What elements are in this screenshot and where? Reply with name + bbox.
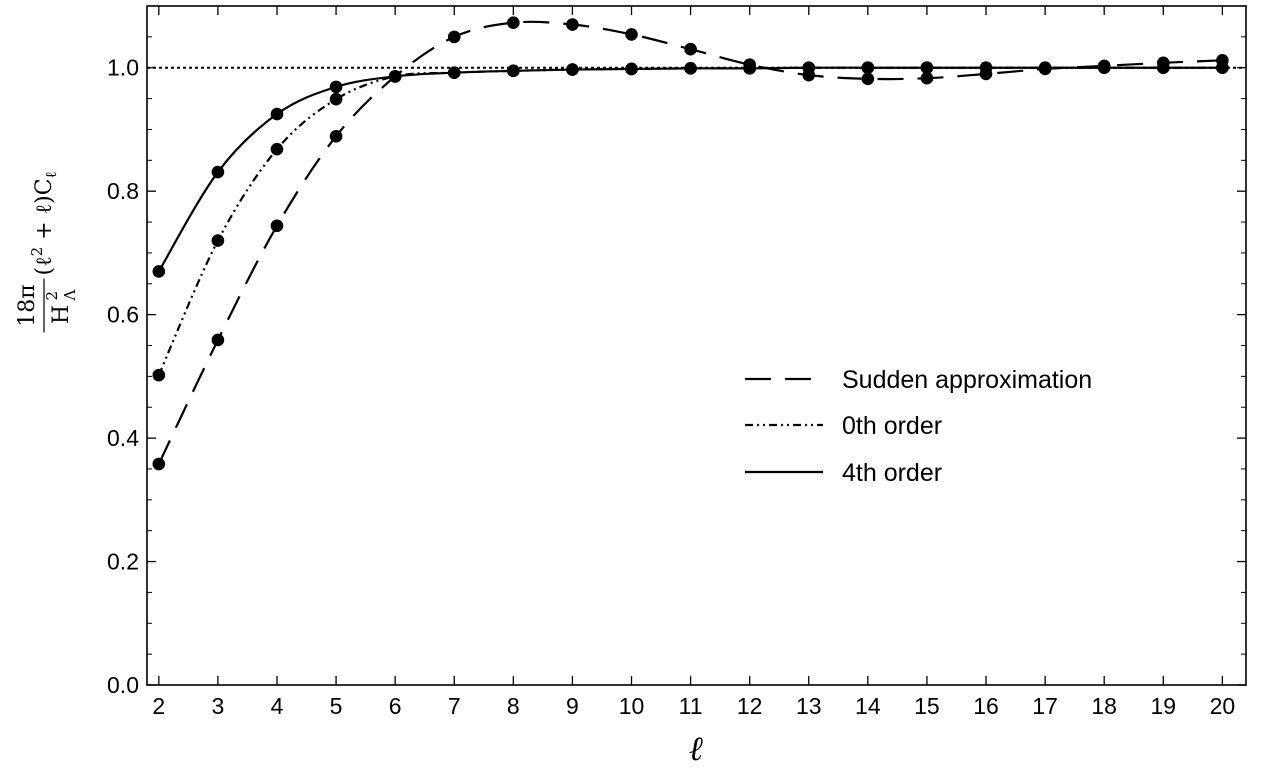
y-label-numerator: 18π bbox=[15, 284, 40, 326]
data-point bbox=[270, 219, 284, 233]
data-point bbox=[211, 234, 225, 247]
data-point bbox=[566, 63, 579, 76]
data-point bbox=[861, 61, 875, 75]
y-tick-label: 1.0 bbox=[107, 55, 139, 81]
data-point bbox=[211, 165, 225, 179]
data-point bbox=[152, 457, 166, 471]
data-point bbox=[625, 28, 638, 41]
data-point bbox=[1216, 61, 1229, 75]
x-tick-label: 14 bbox=[855, 693, 881, 719]
data-point bbox=[507, 16, 520, 29]
data-point bbox=[447, 66, 461, 79]
x-tick-label: 4 bbox=[271, 693, 284, 719]
data-point bbox=[1038, 61, 1052, 75]
x-tick-label: 7 bbox=[448, 693, 461, 719]
data-point bbox=[270, 107, 284, 121]
x-tick-label: 18 bbox=[1091, 693, 1117, 719]
series-line-0 bbox=[157, 20, 1223, 465]
x-tick-label: 6 bbox=[389, 693, 402, 719]
y-axis-label: 18π H 2 Λ (ℓ2 + ℓ)Cℓ bbox=[15, 171, 79, 333]
data-point bbox=[329, 129, 343, 143]
plot-frame bbox=[146, 5, 1247, 686]
x-tick-label: 3 bbox=[212, 693, 225, 719]
axes-group: 2 3 4 5 6 7 8 9 10 11 12 13 14 15 16 17 18 19 20 0.0 0.2 0.4 0… bbox=[107, 5, 1247, 719]
legend-label-sudden: Sudden approximation bbox=[842, 366, 1092, 394]
x-tick-label: 13 bbox=[796, 693, 822, 719]
data-point bbox=[211, 333, 225, 347]
y-label-denominator-sup: 2 bbox=[43, 291, 61, 301]
x-tick-label: 11 bbox=[679, 693, 703, 719]
data-point bbox=[329, 92, 343, 106]
x-tick-label: 12 bbox=[737, 693, 763, 719]
data-point bbox=[447, 30, 461, 44]
x-tick-label: 10 bbox=[619, 693, 645, 719]
x-tick-label: 16 bbox=[973, 693, 999, 719]
data-point bbox=[802, 61, 816, 75]
data-point bbox=[566, 18, 579, 31]
data-point bbox=[625, 62, 638, 76]
points-group bbox=[152, 16, 1229, 471]
x-tick-label: 19 bbox=[1150, 693, 1176, 719]
data-point bbox=[329, 80, 343, 94]
data-point bbox=[979, 61, 993, 75]
y-tick-label: 0.6 bbox=[107, 302, 139, 328]
x-tick-label: 15 bbox=[914, 693, 940, 719]
data-point bbox=[1097, 61, 1111, 75]
data-point bbox=[920, 71, 934, 85]
data-point bbox=[388, 70, 402, 83]
y-label-denominator-sub: Λ bbox=[61, 290, 79, 302]
x-tick-label: 17 bbox=[1032, 693, 1058, 719]
y-tick-label: 0.8 bbox=[107, 178, 139, 204]
series-group bbox=[157, 20, 1223, 465]
y-label-denominator: H bbox=[49, 305, 74, 324]
legend-label-4th: 4th order bbox=[842, 459, 942, 487]
data-point bbox=[920, 61, 934, 75]
x-axis-label: ℓ bbox=[689, 729, 704, 769]
data-point bbox=[861, 72, 875, 86]
legend-label-0th: 0th order bbox=[842, 412, 942, 440]
x-tick-label: 8 bbox=[507, 693, 520, 719]
data-point bbox=[743, 62, 756, 75]
x-tick-label: 5 bbox=[330, 693, 343, 719]
y-tick-label: 0.4 bbox=[107, 425, 139, 451]
data-point bbox=[270, 142, 284, 156]
y-tick-label: 0.0 bbox=[107, 672, 139, 698]
data-point bbox=[684, 42, 697, 56]
data-point bbox=[152, 265, 166, 278]
y-tick-label: 0.2 bbox=[107, 549, 139, 575]
data-point bbox=[684, 62, 697, 75]
data-point bbox=[1156, 61, 1170, 75]
data-point bbox=[507, 64, 520, 78]
legend: Sudden approximation 0th order 4th order bbox=[745, 366, 1092, 487]
data-point bbox=[152, 368, 166, 382]
series-line-1 bbox=[157, 66, 1223, 376]
x-tick-label: 9 bbox=[566, 693, 579, 719]
series-line-2 bbox=[157, 66, 1223, 272]
x-tick-label: 20 bbox=[1210, 693, 1236, 719]
y-label-rest: (ℓ2 + ℓ)Cℓ bbox=[28, 171, 60, 275]
x-tick-label: 2 bbox=[152, 693, 165, 719]
